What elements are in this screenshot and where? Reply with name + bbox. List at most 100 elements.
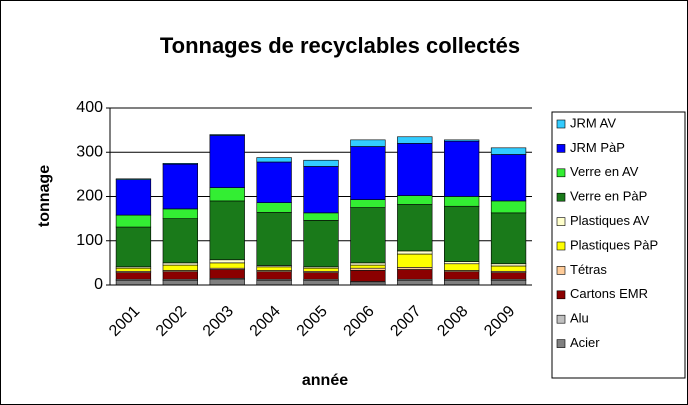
bar-segment [444, 263, 480, 271]
legend-swatch [556, 119, 566, 129]
bar-segment [209, 279, 245, 286]
bar-segment [209, 269, 245, 279]
bar-segment [350, 270, 386, 282]
legend-swatch [556, 168, 566, 178]
bar-segment [209, 262, 245, 269]
legend-label: JRM PàP [570, 140, 625, 155]
bar-segment [490, 265, 527, 272]
legend-swatch [556, 314, 566, 324]
bar-segment [115, 179, 152, 216]
bar-segment [444, 261, 480, 265]
bar-segment [490, 200, 527, 214]
bar-segment [444, 140, 480, 197]
bar-segment [115, 214, 152, 228]
legend-swatch [556, 266, 566, 275]
bar-segment [397, 266, 433, 270]
bar-segment [303, 220, 339, 268]
bar-segment [350, 267, 386, 271]
bar-segment [397, 253, 433, 268]
bar-segment [303, 212, 339, 221]
bar-segment [350, 146, 386, 200]
bar-segment [209, 200, 245, 261]
bar-segment [162, 208, 198, 219]
bar-segment [490, 212, 527, 265]
legend-swatch [556, 192, 566, 202]
bar-segment [397, 204, 433, 252]
bar-segment [256, 266, 292, 271]
legend-label: Acier [570, 335, 600, 350]
bar-segment [350, 207, 386, 264]
bar-segment [162, 163, 198, 165]
bar-segment [397, 280, 433, 286]
bar-segment [444, 271, 480, 280]
bar-segment [350, 262, 386, 266]
legend-swatch [556, 241, 566, 251]
bar-segment [209, 187, 245, 202]
bar-segment [303, 280, 339, 286]
bar-segment [115, 272, 152, 280]
bar-segment [303, 159, 339, 167]
legend-swatch [556, 217, 566, 226]
legend-label: Alu [570, 311, 589, 326]
bar-segment [397, 143, 433, 196]
y-tick-label: 0 [94, 276, 103, 293]
bar-segment [162, 163, 198, 210]
y-tick-label: 200 [76, 188, 103, 205]
bar-segment [162, 280, 198, 286]
bar-segment [350, 264, 386, 269]
legend-label: Cartons EMR [570, 286, 648, 301]
bar-segment [256, 212, 292, 266]
legend-label: JRM AV [570, 115, 616, 130]
bar-segment [303, 166, 339, 214]
bar-segment [397, 250, 433, 255]
y-tick-label: 100 [76, 232, 103, 249]
bar-segment [397, 269, 433, 280]
legend-label: Plastiques PàP [570, 237, 658, 252]
bar-segment [256, 271, 292, 280]
bar-segment [162, 262, 198, 266]
bar-segment [350, 199, 386, 208]
bar-segment [444, 280, 480, 286]
bar-segment [209, 135, 245, 188]
legend-label: Verre en AV [570, 164, 639, 179]
bar-segment [490, 154, 527, 202]
bar-segment [444, 139, 480, 142]
y-tick-label: 400 [76, 99, 103, 116]
bar-segment [444, 196, 480, 207]
bar-segment [490, 147, 527, 155]
x-axis-label: année [302, 372, 348, 389]
bar-segment [162, 271, 198, 280]
bar-segment [444, 205, 480, 262]
legend-swatch [556, 339, 566, 348]
bar-segment [490, 263, 527, 267]
bar-segment [303, 272, 339, 280]
bar-segment [115, 178, 152, 180]
bar-segment [490, 272, 527, 280]
bar-segment [209, 259, 245, 264]
y-tick-label: 300 [76, 143, 103, 160]
chart-title: Tonnages de recyclables collectés [160, 33, 520, 58]
legend-box [551, 111, 686, 379]
legend-label: Plastiques AV [570, 213, 650, 228]
bar-segment [115, 226, 152, 268]
bar-segment [303, 267, 339, 272]
y-axis-label: tonnage [36, 165, 53, 227]
bar-segment [162, 218, 198, 264]
legend-label: Tétras [570, 262, 607, 277]
bar-segment [256, 157, 292, 163]
legend-label: Verre en PàP [570, 189, 647, 204]
bar-segment [350, 139, 386, 147]
bar-segment [256, 280, 292, 286]
bar-segment [490, 280, 527, 286]
bar-segment [397, 195, 433, 205]
bar-segment [397, 136, 433, 144]
bar-segment [115, 267, 152, 272]
bar-segment [256, 202, 292, 213]
bar-segment [162, 264, 198, 271]
bar-segment [256, 161, 292, 203]
bar-segment [115, 280, 152, 286]
legend-swatch [556, 144, 566, 153]
bar-segment [209, 134, 245, 136]
legend-swatch [556, 290, 566, 300]
